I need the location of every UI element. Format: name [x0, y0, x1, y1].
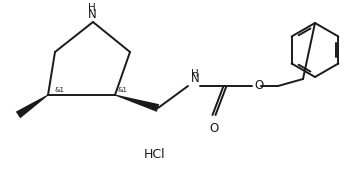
Text: H: H [88, 3, 96, 13]
Text: O: O [254, 78, 263, 92]
Text: N: N [191, 72, 200, 85]
Text: H: H [191, 69, 199, 79]
Text: N: N [88, 8, 97, 21]
Text: HCl: HCl [144, 148, 166, 161]
Text: &1: &1 [117, 87, 127, 93]
Polygon shape [115, 94, 159, 112]
Polygon shape [16, 95, 48, 118]
Text: O: O [210, 122, 219, 135]
Text: &1: &1 [54, 87, 64, 93]
